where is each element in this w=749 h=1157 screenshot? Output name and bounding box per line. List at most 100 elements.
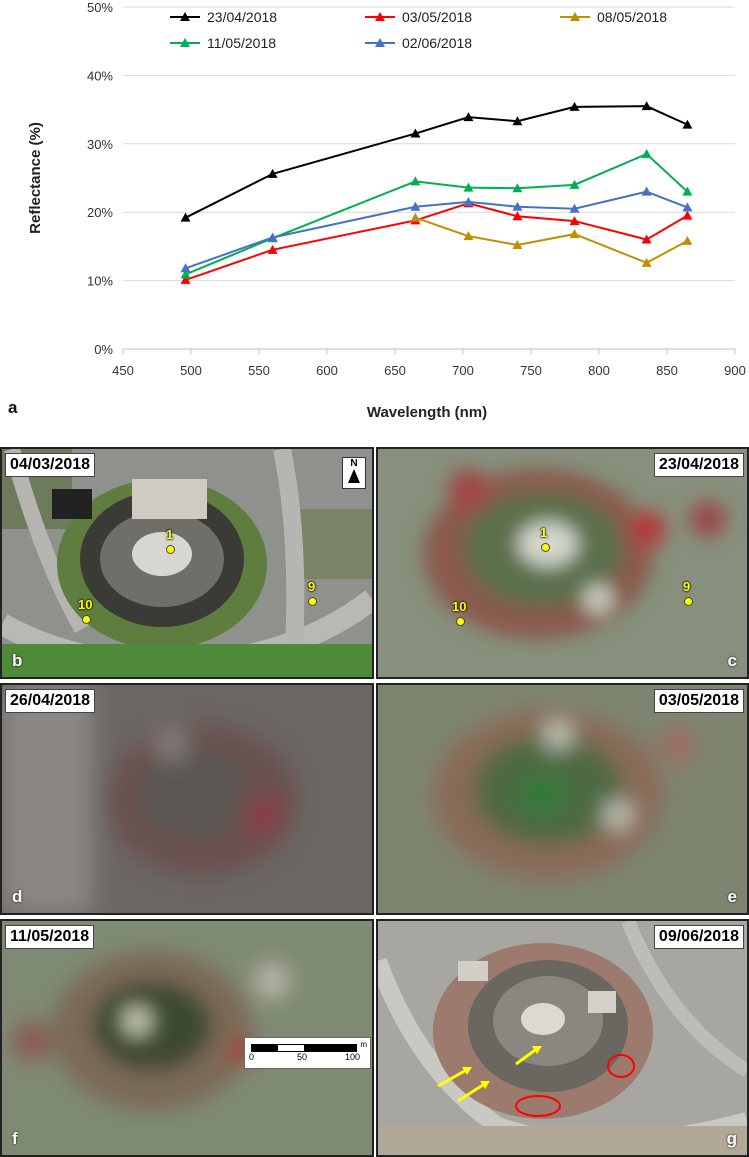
series-line-3	[185, 152, 689, 276]
x-tick-label-1: 500	[180, 363, 202, 378]
point-9-label-b: 9	[308, 579, 316, 594]
series-1-point-6	[641, 234, 652, 244]
point-9-marker-b	[308, 597, 317, 606]
x-tick-label-4: 650	[384, 363, 406, 378]
panel-date-b: 04/03/2018	[5, 453, 96, 477]
x-tick-label-0: 450	[112, 363, 134, 378]
series-2-point-5	[569, 229, 580, 239]
series-line-1	[185, 202, 688, 281]
series-1-point-4	[512, 211, 523, 221]
x-tick-label-6: 750	[520, 363, 542, 378]
y-tick-label-3: 30%	[87, 137, 113, 152]
panel-d-image: 26/04/2018 d	[0, 683, 374, 915]
legend-marker-4	[375, 38, 385, 47]
x-axis-title: Wavelength (nm)	[367, 404, 487, 421]
north-label: N	[350, 458, 358, 469]
series-0-point-7	[682, 119, 693, 129]
point-9-label-c: 9	[683, 579, 691, 594]
point-1-label-b: 1	[166, 527, 174, 542]
series-2-point-4	[512, 240, 523, 250]
panel-f-image: 11/05/2018 m 0 50 100 f	[0, 919, 374, 1157]
panel-letter-b: b	[12, 651, 23, 670]
y-tick-label-1: 10%	[87, 274, 113, 289]
x-tick-label-9: 900	[724, 363, 746, 378]
scale-bar-track	[251, 1044, 357, 1052]
y-tick-label-4: 40%	[87, 68, 113, 83]
point-1-marker-b	[166, 545, 175, 554]
legend-label-1: 03/05/2018	[402, 9, 472, 25]
series-1-point-5	[569, 216, 580, 226]
panel-g-image: 09/06/2018 g	[376, 919, 749, 1157]
point-10-label-b: 10	[78, 597, 93, 612]
scale-bar: m 0 50 100	[244, 1037, 371, 1069]
series-4-point-4	[512, 201, 523, 211]
series-3-point-7	[682, 186, 693, 196]
series-4-point-2	[410, 201, 421, 211]
series-0-point-2	[410, 128, 421, 138]
north-arrow-shape	[348, 469, 360, 483]
legend-label-0: 23/04/2018	[207, 9, 277, 25]
series-4-point-0	[180, 263, 191, 273]
series-1-point-7	[682, 210, 693, 220]
legend-marker-1	[375, 12, 385, 21]
satellite-image-d	[2, 685, 372, 913]
reflectance-chart: 0% 10% 20% 30% 40% 50% 450 500 550 600 650 700 750 80…	[0, 0, 749, 440]
legend-marker-0	[180, 12, 190, 21]
scale-bar-unit: m	[360, 1040, 367, 1049]
series-0-point-6	[641, 101, 652, 111]
legend-marker-3	[180, 38, 190, 47]
series-3-point-2	[410, 176, 421, 186]
y-tick-label-0: 0%	[94, 342, 113, 357]
series-4-point-5	[569, 203, 580, 213]
point-10-label-c: 10	[452, 599, 467, 614]
series-4-point-6	[641, 186, 652, 196]
panel-letter-e: e	[727, 887, 737, 906]
series-line-4	[185, 190, 688, 270]
series-3-point-3	[463, 182, 474, 192]
panel-c-image: 23/04/2018 1 9 10 c	[376, 447, 749, 679]
panel-date-e: 03/05/2018	[653, 689, 744, 713]
point-10-marker-c	[456, 617, 465, 626]
scale-bar-seg-2	[304, 1045, 356, 1051]
series-3-point-0	[180, 269, 191, 279]
x-tick-label-2: 550	[248, 363, 270, 378]
series-2-point-7	[682, 235, 693, 245]
legend-label-3: 11/05/2018	[207, 35, 276, 51]
series-2-point-6	[641, 257, 652, 267]
north-arrow-icon: N	[342, 457, 366, 489]
panel-letter-a: a	[8, 398, 18, 417]
y-axis-title: Reflectance (%)	[27, 122, 44, 234]
legend-label-4: 02/06/2018	[402, 35, 472, 51]
scale-bar-tick-0: 0	[249, 1052, 255, 1062]
panel-e-image: 03/05/2018 e	[376, 683, 749, 915]
series-0-point-5	[569, 101, 580, 111]
x-tick-label-8: 850	[656, 363, 678, 378]
series-0-point-0	[180, 212, 191, 222]
panel-letter-d: d	[12, 887, 23, 906]
x-tick-label-3: 600	[316, 363, 338, 378]
satellite-image-c	[378, 449, 747, 677]
panel-letter-g: g	[726, 1129, 737, 1148]
series-4-point-3	[463, 196, 474, 206]
series-2-point-3	[463, 231, 474, 241]
panel-letter-f: f	[12, 1129, 18, 1148]
x-tick-label-7: 800	[588, 363, 610, 378]
chart-svg: 0% 10% 20% 30% 40% 50% 450 500 550 600 650 700 750 80…	[27, 0, 746, 421]
series-3-point-4	[512, 183, 523, 193]
series-0-point-3	[463, 112, 474, 122]
y-tick-label-5: 50%	[87, 0, 113, 15]
satellite-image-e	[378, 685, 747, 913]
y-tick-label-2: 20%	[87, 205, 113, 220]
panel-date-g: 09/06/2018	[653, 925, 744, 949]
point-1-label-c: 1	[540, 525, 548, 540]
panel-date-f: 11/05/2018	[5, 925, 95, 949]
series-line-2	[415, 216, 688, 264]
scale-bar-seg-1	[252, 1045, 278, 1051]
point-10-marker-b	[82, 615, 91, 624]
satellite-image-b	[2, 449, 372, 677]
scale-bar-tick-100: 100	[345, 1052, 361, 1062]
x-tick-label-5: 700	[452, 363, 474, 378]
series-0-point-4	[512, 116, 523, 126]
series-1-point-1	[267, 244, 278, 254]
series-3-point-5	[569, 179, 580, 189]
